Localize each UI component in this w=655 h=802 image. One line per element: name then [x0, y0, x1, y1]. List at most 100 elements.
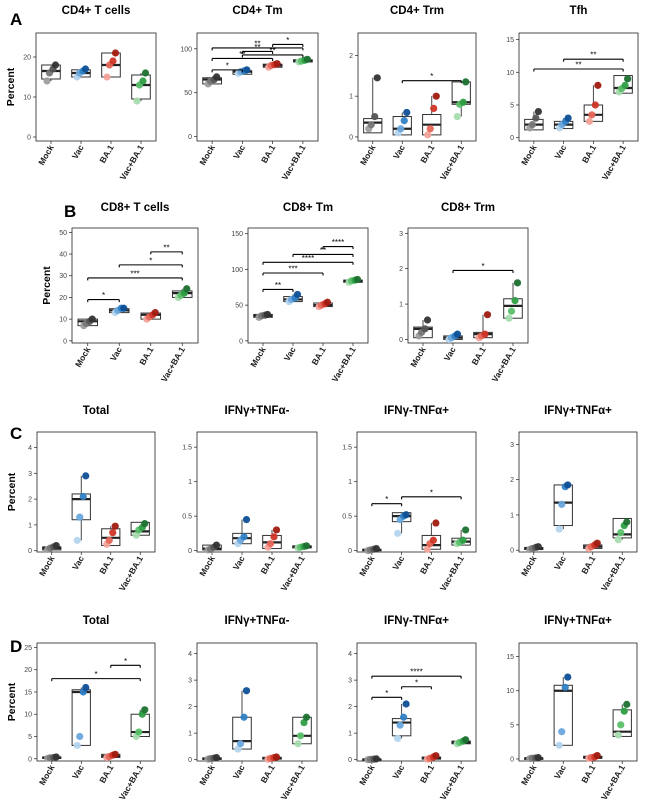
data-point: [111, 49, 120, 57]
x-tick-label: Vac: [552, 554, 568, 572]
data-point: [394, 529, 402, 537]
x-tick-label: Vac+BA.1: [438, 554, 466, 593]
plot-frame: [71, 227, 199, 344]
x-tick-label: Vac: [391, 143, 407, 161]
panel-title: CD4+ Tm: [232, 5, 282, 17]
data-point: [240, 713, 248, 721]
data-point: [432, 92, 440, 100]
plot-frame: [356, 431, 477, 553]
data-point: [272, 526, 281, 534]
data-point: [588, 111, 596, 119]
data-point: [135, 728, 143, 736]
x-tick-label: Mock: [197, 143, 217, 167]
plot-frame: [196, 642, 318, 762]
x-tick-label: BA.1: [258, 554, 276, 576]
panel-9: IFNγ+TNFα- 0 0.5 1 1.5 Mock Vac BA.1 Vac+BA.1: [182, 405, 318, 593]
panel-1: A CD4+ T cells 0 10 20 Percent Mock Vac BA.1 Vac+…: [5, 5, 157, 182]
sig-label: *: [385, 689, 388, 698]
x-tick-label: Vac+BA.1: [279, 554, 307, 593]
x-tick-label: Vac+BA.1: [330, 345, 358, 384]
data-point: [139, 77, 147, 85]
data-point: [51, 61, 60, 69]
y-tick-label: 0: [188, 548, 192, 555]
y-tick-label: 1.5: [182, 445, 192, 452]
plot-frame: [36, 431, 156, 553]
y-tick-label: 15: [506, 654, 514, 661]
data-point: [453, 112, 461, 121]
plot-frame: [247, 227, 369, 344]
data-point: [459, 98, 467, 106]
sig-label: ****: [332, 238, 344, 247]
y-tick-label: 1: [349, 94, 353, 101]
panel-title: IFNγ+TNFα+: [544, 405, 612, 417]
x-tick-label: BA.1: [469, 345, 487, 367]
data-point: [372, 755, 380, 763]
y-tick-label: 10: [24, 712, 32, 719]
x-tick-label: BA.1: [137, 345, 155, 367]
x-tick-label: BA.1: [309, 345, 327, 367]
y-tick-label: 0: [188, 134, 192, 141]
data-point: [303, 55, 311, 63]
data-point: [213, 73, 221, 81]
y-tick-label: 100: [231, 267, 243, 274]
data-point: [109, 57, 117, 65]
y-tick-label: 0: [239, 338, 243, 345]
data-point: [430, 104, 438, 112]
data-point: [624, 75, 632, 83]
box-1: [553, 684, 573, 746]
data-point: [558, 728, 566, 736]
y-tick-label: 4: [28, 445, 32, 452]
sig-label: *: [124, 657, 127, 666]
y-tick-label: 150: [231, 231, 243, 238]
y-tick-label: 0: [510, 135, 514, 142]
y-tick-label: 40: [59, 252, 67, 259]
x-tick-label: Mock: [357, 763, 377, 787]
x-tick-label: BA.1: [97, 143, 115, 165]
y-tick-label: 10: [59, 317, 67, 324]
data-point: [594, 81, 602, 89]
plot-frame: [518, 32, 639, 142]
y-tick-label: 20: [24, 667, 32, 674]
panel-title: Total: [83, 615, 110, 627]
panel-letter: D: [10, 637, 22, 656]
x-tick-label: Mock: [248, 345, 268, 369]
x-tick-label: BA.1: [97, 763, 115, 785]
panel-13: IFNγ+TNFα- 0 1 2 3 4 Mock Vac BA.1 Vac+BA.1: [188, 615, 318, 802]
x-tick-label: Vac: [231, 554, 247, 572]
plot-frame: [196, 32, 319, 142]
x-tick-label: Mock: [519, 763, 539, 787]
y-tick-label: 3: [188, 678, 192, 685]
sig-label: **: [254, 43, 260, 52]
panel-title: IFNγ-TNFα+: [384, 615, 449, 627]
data-point: [242, 515, 251, 524]
sig-label: ****: [302, 254, 314, 263]
data-point: [561, 683, 569, 691]
y-tick-label: 50: [235, 303, 243, 310]
y-tick-label: 3: [510, 442, 514, 449]
x-tick-label: BA.1: [259, 143, 277, 165]
sig-label: ***: [288, 265, 297, 274]
data-point: [394, 734, 402, 743]
y-tick-label: 25: [24, 645, 32, 652]
data-point: [623, 700, 631, 708]
x-tick-label: Vac: [70, 763, 86, 781]
y-tick-label: 1: [28, 522, 32, 529]
plot-frame: [357, 32, 477, 142]
y-axis-label: Percent: [6, 682, 18, 721]
data-point: [400, 117, 408, 125]
x-tick-label: Vac+BA.1: [599, 554, 627, 593]
y-tick-label: 0: [63, 338, 67, 345]
data-point: [212, 541, 221, 549]
data-point: [73, 536, 81, 544]
x-tick-label: Vac+BA.1: [490, 345, 518, 384]
x-tick-label: BA.1: [579, 554, 597, 576]
panel-title: CD8+ Trm: [441, 202, 495, 214]
data-point: [396, 721, 404, 729]
panel-title: Total: [83, 405, 110, 417]
data-point: [424, 131, 432, 139]
data-point: [43, 77, 51, 85]
panel-10: IFNγ-TNFα+ 0 0.5 1 1.5 Mock Vac BA.1 Vac+BA.1 * *: [342, 405, 477, 593]
data-point: [534, 107, 542, 116]
data-point: [141, 706, 149, 714]
